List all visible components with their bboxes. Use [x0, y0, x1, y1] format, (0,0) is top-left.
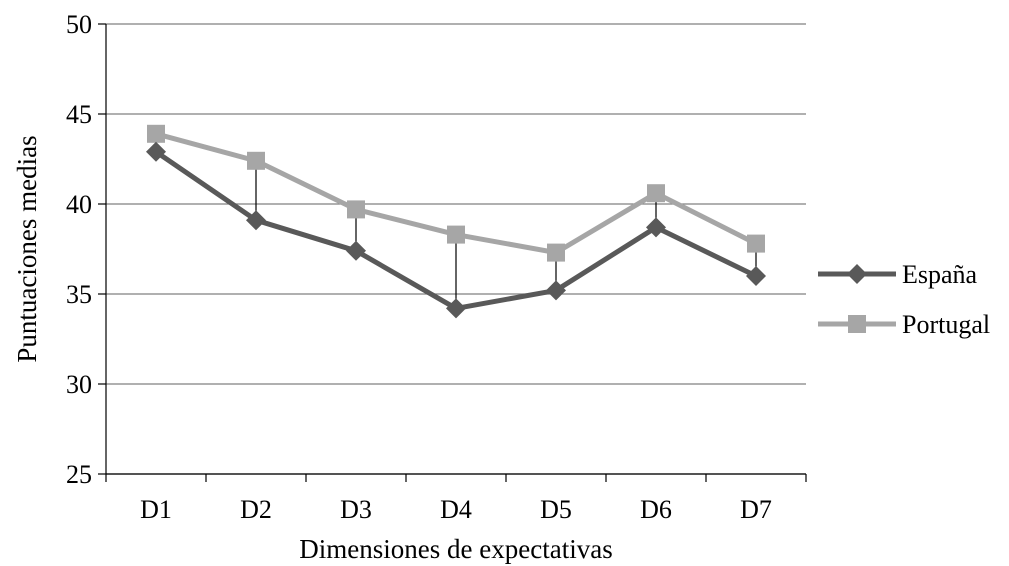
legend: España Portugal [818, 260, 990, 339]
data-point-square [247, 151, 265, 170]
series-group [146, 124, 766, 319]
data-point-square [647, 184, 665, 203]
legend-item: España [818, 260, 978, 289]
data-point-square [747, 234, 765, 253]
series-1 [147, 124, 765, 262]
x-tick-label: D6 [640, 495, 672, 524]
y-axis-label: Puntuaciones medias [12, 135, 42, 362]
x-tick-label: D2 [240, 495, 272, 524]
legend-marker-square [848, 315, 866, 333]
legend-label: España [902, 260, 978, 289]
data-point-diamond [746, 266, 766, 286]
x-tick-label: D3 [340, 495, 372, 524]
series-0 [146, 141, 766, 319]
data-point-square [347, 200, 365, 219]
legend-marker-diamond [847, 264, 867, 284]
data-point-diamond [246, 210, 266, 231]
data-point-diamond [346, 240, 366, 261]
legend-label: Portugal [902, 310, 990, 339]
data-point-diamond [446, 298, 466, 319]
y-tick-label: 35 [66, 280, 92, 309]
y-tick-label: 40 [66, 190, 92, 219]
data-point-square [447, 225, 465, 244]
data-point-square [547, 243, 565, 262]
y-tick-label: 25 [66, 460, 92, 489]
y-tick-label: 45 [66, 100, 92, 129]
x-tick-label: D5 [540, 495, 572, 524]
legend-item: Portugal [818, 310, 990, 339]
x-axis-label: Dimensiones de expectativas [299, 534, 612, 564]
data-point-diamond [146, 141, 166, 162]
x-tick-label: D7 [740, 495, 772, 524]
data-point-diamond [646, 217, 666, 238]
data-point-square [147, 124, 165, 143]
y-axis-ticks: 25 30 35 40 45 50 [66, 10, 106, 489]
x-axis-ticks: D1 D2 D3 D4 D5 D6 D7 [105, 474, 807, 524]
x-tick-label: D4 [440, 495, 472, 524]
data-point-diamond [546, 280, 566, 301]
x-tick-label: D1 [140, 495, 172, 524]
y-tick-label: 50 [66, 10, 92, 39]
y-tick-label: 30 [66, 370, 92, 399]
